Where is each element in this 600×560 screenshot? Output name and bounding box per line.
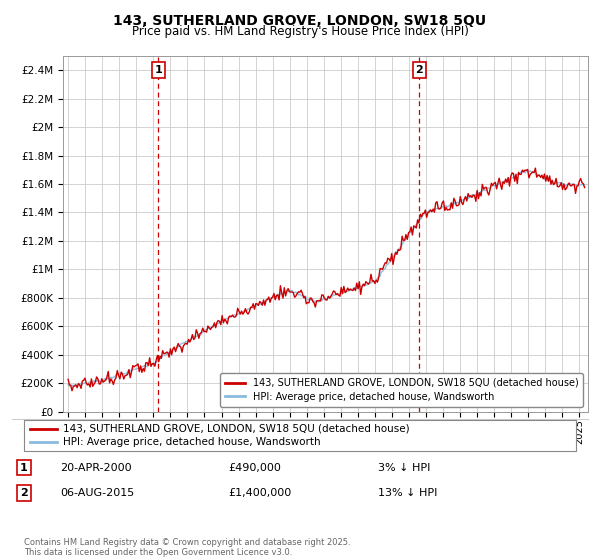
Text: HPI: Average price, detached house, Wandsworth: HPI: Average price, detached house, Wand… <box>63 437 320 447</box>
Legend: 143, SUTHERLAND GROVE, LONDON, SW18 5QU (detached house), HPI: Average price, de: 143, SUTHERLAND GROVE, LONDON, SW18 5QU … <box>220 373 583 407</box>
Text: £1,400,000: £1,400,000 <box>228 488 291 498</box>
Text: 143, SUTHERLAND GROVE, LONDON, SW18 5QU: 143, SUTHERLAND GROVE, LONDON, SW18 5QU <box>113 14 487 28</box>
Text: 20-APR-2000: 20-APR-2000 <box>60 463 131 473</box>
Text: Price paid vs. HM Land Registry's House Price Index (HPI): Price paid vs. HM Land Registry's House … <box>131 25 469 38</box>
Text: 1: 1 <box>20 463 28 473</box>
Text: 2: 2 <box>415 65 423 75</box>
Text: £490,000: £490,000 <box>228 463 281 473</box>
Text: 13% ↓ HPI: 13% ↓ HPI <box>378 488 437 498</box>
Text: 2: 2 <box>20 488 28 498</box>
Text: 06-AUG-2015: 06-AUG-2015 <box>60 488 134 498</box>
Text: 1: 1 <box>155 65 163 75</box>
Text: 3% ↓ HPI: 3% ↓ HPI <box>378 463 430 473</box>
Text: 143, SUTHERLAND GROVE, LONDON, SW18 5QU (detached house): 143, SUTHERLAND GROVE, LONDON, SW18 5QU … <box>63 423 410 433</box>
Text: Contains HM Land Registry data © Crown copyright and database right 2025.
This d: Contains HM Land Registry data © Crown c… <box>24 538 350 557</box>
